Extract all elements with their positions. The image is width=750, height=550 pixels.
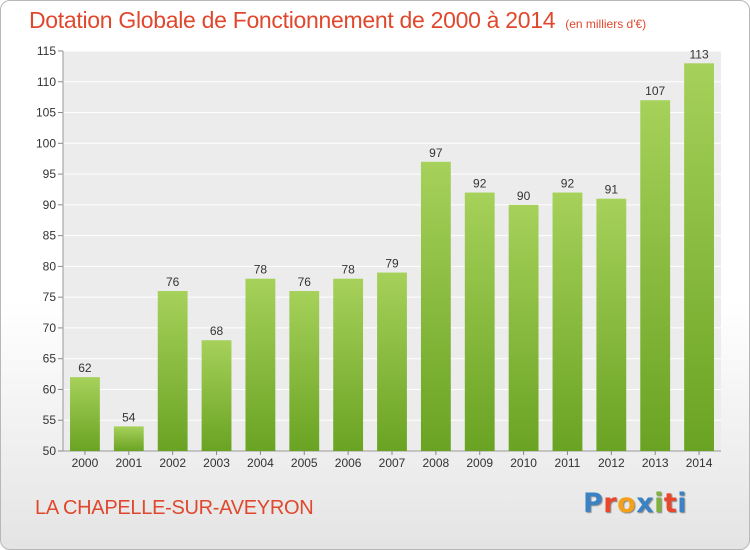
x-tick-label: 2011	[555, 456, 581, 470]
y-tick-label: 115	[37, 44, 56, 58]
bar	[552, 192, 583, 452]
bar-value-label: 54	[122, 410, 136, 424]
x-tick-label: 2008	[423, 456, 450, 470]
bar-value-label: 76	[166, 275, 180, 289]
bar	[640, 100, 671, 451]
logo-letter: r	[603, 488, 618, 519]
chart-title: Dotation Globale de Fonctionnement de 20…	[29, 7, 646, 34]
logo-letter: i	[677, 488, 688, 519]
bar-value-label: 113	[689, 47, 708, 61]
logo-letter: t	[663, 488, 678, 519]
bar	[289, 291, 320, 451]
y-tick-label: 90	[43, 198, 57, 212]
x-tick-label: 2000	[72, 456, 99, 470]
chart-unit: (en milliers d'€)	[565, 17, 647, 31]
x-tick-label: 2012	[598, 456, 625, 470]
logo-letter: i	[654, 488, 664, 519]
x-tick-label: 2007	[379, 456, 406, 470]
bar-value-label: 68	[210, 324, 224, 338]
y-tick-label: 105	[36, 106, 56, 120]
bar	[684, 63, 714, 452]
bar	[596, 198, 627, 451]
bar-value-label: 78	[341, 263, 355, 277]
y-tick-label: 60	[43, 382, 57, 396]
bar-value-label: 76	[298, 275, 312, 289]
commune-name: LA CHAPELLE-SUR-AVEYRON	[35, 497, 314, 519]
x-tick-label: 2013	[642, 456, 669, 470]
bar-value-label: 92	[561, 177, 575, 191]
y-tick-label: 65	[43, 352, 57, 366]
bar-value-label: 90	[517, 189, 531, 203]
x-tick-label: 2006	[335, 456, 362, 470]
y-tick-label: 100	[36, 136, 56, 150]
bar-value-label: 91	[605, 183, 619, 197]
bar	[508, 204, 539, 451]
y-tick-label: 85	[43, 229, 57, 243]
x-tick-label: 2005	[291, 456, 318, 470]
bar-value-label: 78	[254, 263, 268, 277]
y-tick-label: 80	[43, 259, 57, 273]
y-tick-label: 70	[43, 321, 57, 335]
x-tick-label: 2009	[466, 456, 493, 470]
bar	[464, 192, 495, 452]
proxiti-logo: Proxiti	[583, 488, 687, 519]
bar	[113, 426, 144, 451]
x-tick-label: 2014	[686, 456, 713, 470]
bar	[157, 291, 188, 451]
bar-value-label: 62	[78, 361, 92, 375]
x-tick-label: 2003	[203, 456, 230, 470]
bar-value-label: 107	[645, 84, 665, 98]
bar	[201, 340, 232, 451]
bar-value-label: 79	[385, 257, 399, 271]
y-tick-label: 110	[37, 75, 56, 89]
logo-letter: x	[636, 488, 655, 519]
y-tick-label: 95	[43, 167, 57, 181]
y-tick-label: 75	[43, 290, 57, 304]
logo-letter: o	[617, 488, 637, 519]
bar	[70, 377, 100, 451]
bar-value-label: 97	[429, 146, 443, 160]
bar	[420, 161, 451, 451]
chart-title-text: Dotation Globale de Fonctionnement de 20…	[29, 7, 556, 33]
y-tick-label: 55	[43, 413, 57, 427]
x-tick-label: 2001	[115, 456, 142, 470]
x-tick-label: 2010	[510, 456, 537, 470]
bar	[245, 278, 276, 451]
logo-letter: P	[583, 488, 604, 519]
x-tick-label: 2004	[247, 456, 274, 470]
bar-value-label: 92	[473, 177, 487, 191]
y-tick-label: 50	[43, 444, 57, 458]
bar	[333, 278, 364, 451]
x-tick-label: 2002	[159, 456, 186, 470]
bar	[377, 272, 407, 451]
